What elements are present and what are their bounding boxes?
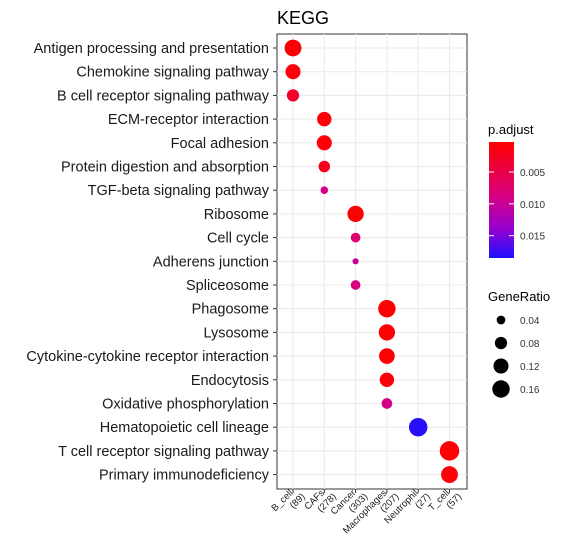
data-point	[320, 186, 329, 194]
x-axis: B_cell(89)CAFs(278)Cancer(303)Macrophage…	[270, 488, 465, 537]
data-point	[347, 205, 364, 223]
size-legend-label: 0.16	[520, 385, 540, 396]
data-point	[379, 372, 395, 388]
size-legend-dot	[496, 315, 506, 325]
y-tick-label: Adherens junction	[153, 254, 269, 270]
y-tick-label: Antigen processing and presentation	[34, 41, 269, 57]
p-adjust-colorbar	[489, 142, 514, 258]
y-tick-label: TGF-beta signaling pathway	[88, 183, 270, 199]
y-tick-label: Lysosome	[203, 325, 269, 341]
data-point	[381, 398, 393, 409]
data-point	[439, 441, 460, 461]
data-point	[379, 348, 395, 364]
y-tick-label: B cell receptor signaling pathway	[57, 88, 270, 104]
y-tick-label: Endocytosis	[191, 373, 269, 389]
data-point	[350, 232, 361, 243]
y-tick-label: Hematopoietic cell lineage	[100, 420, 269, 436]
size-legend-dot	[492, 380, 510, 398]
data-point	[378, 324, 396, 341]
data-point	[352, 258, 359, 265]
y-tick-label: ECM-receptor interaction	[108, 112, 269, 128]
y-tick-label: Cell cycle	[207, 231, 269, 247]
data-point	[441, 466, 458, 484]
data-point	[285, 64, 301, 80]
p-adjust-legend-title: p.adjust	[488, 122, 534, 137]
grid-lines	[277, 34, 467, 489]
colorbar-tick-label: 0.010	[520, 200, 545, 211]
colorbar-tick-label: 0.005	[520, 168, 545, 179]
data-point	[316, 135, 332, 151]
data-point	[286, 89, 300, 102]
y-tick-label: Chemokine signaling pathway	[76, 65, 269, 81]
data-point	[317, 111, 332, 127]
size-legend-dot	[494, 336, 508, 350]
data-point	[284, 39, 302, 57]
p-adjust-legend: p.adjust 0.005 0.010 0.015	[488, 122, 545, 258]
y-tick-label: T cell receptor signaling pathway	[58, 444, 270, 460]
gene-ratio-legend: GeneRatio 0.04 0.08 0.12 0.16	[488, 289, 550, 398]
size-legend-label: 0.12	[520, 362, 540, 373]
y-axis: Antigen processing and presentation Chemo…	[26, 41, 277, 484]
y-tick-label: Phagosome	[192, 302, 269, 318]
chart-title: KEGG	[277, 8, 329, 28]
y-tick-label: Primary immunodeficiency	[99, 468, 270, 484]
size-legend-label: 0.04	[520, 316, 540, 327]
data-point	[408, 417, 428, 437]
data-point	[350, 280, 361, 290]
data-points	[284, 39, 460, 484]
y-tick-label: Cytokine-cytokine receptor interaction	[26, 349, 269, 365]
size-legend-label: 0.08	[520, 339, 540, 350]
y-tick-label: Oxidative phosphorylation	[102, 397, 269, 413]
size-legend-dot	[493, 358, 509, 374]
y-tick-label: Focal adhesion	[171, 136, 269, 152]
y-tick-label: Protein digestion and absorption	[61, 160, 269, 176]
data-point	[318, 160, 331, 173]
data-point	[378, 300, 396, 318]
y-tick-label: Ribosome	[204, 207, 269, 223]
colorbar-tick-label: 0.015	[520, 232, 545, 243]
y-tick-label: Spliceosome	[186, 278, 269, 294]
gene-ratio-legend-title: GeneRatio	[488, 289, 550, 304]
